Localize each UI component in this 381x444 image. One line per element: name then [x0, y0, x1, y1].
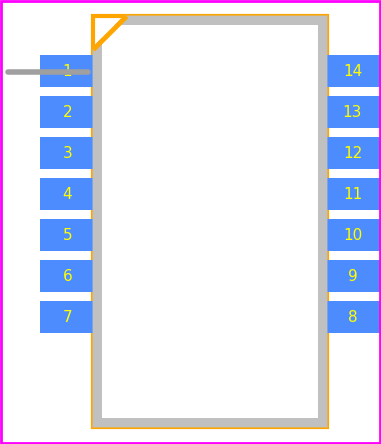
Text: 12: 12 — [343, 146, 362, 160]
Bar — [325, 301, 380, 333]
Text: 8: 8 — [348, 309, 357, 325]
Bar — [325, 137, 380, 169]
Bar — [40, 96, 95, 128]
Bar — [40, 260, 95, 292]
Bar — [40, 137, 95, 169]
Bar — [325, 219, 380, 251]
Polygon shape — [95, 18, 325, 425]
Text: 1: 1 — [63, 63, 72, 79]
Text: 4: 4 — [63, 186, 72, 202]
Bar — [325, 260, 380, 292]
Text: 6: 6 — [62, 269, 72, 284]
Text: 10: 10 — [343, 227, 362, 242]
Text: 5: 5 — [63, 227, 72, 242]
Bar — [40, 219, 95, 251]
Text: 3: 3 — [62, 146, 72, 160]
Bar — [325, 55, 380, 87]
Text: 7: 7 — [63, 309, 72, 325]
Bar — [102, 25, 318, 418]
Bar — [40, 178, 95, 210]
Text: 13: 13 — [343, 104, 362, 119]
Bar — [325, 96, 380, 128]
Bar — [93, 16, 327, 427]
Text: 2: 2 — [63, 104, 72, 119]
Text: 9: 9 — [347, 269, 357, 284]
Bar — [40, 55, 95, 87]
Bar — [325, 178, 380, 210]
Bar — [40, 301, 95, 333]
Text: 14: 14 — [343, 63, 362, 79]
Text: 11: 11 — [343, 186, 362, 202]
